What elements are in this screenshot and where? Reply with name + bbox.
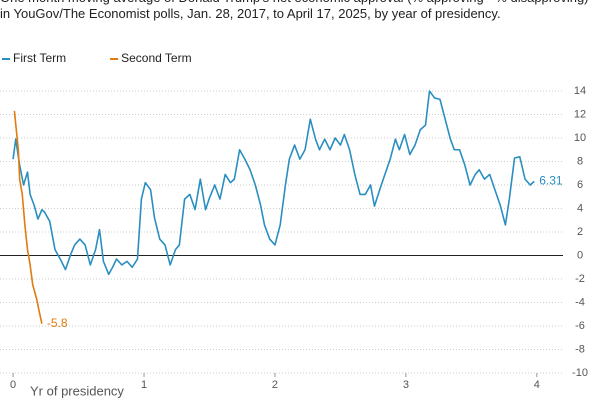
x-tick-label: 1 bbox=[141, 379, 147, 391]
y-tick-label: -2 bbox=[575, 273, 585, 285]
x-axis-label: Yr of presidency bbox=[30, 383, 124, 398]
y-tick-label: 6 bbox=[577, 179, 583, 191]
y-tick-label: 14 bbox=[574, 85, 586, 97]
y-tick-label: 12 bbox=[574, 108, 586, 120]
y-tick-label: 8 bbox=[577, 155, 583, 167]
y-tick-label: 2 bbox=[577, 226, 583, 238]
x-tick-label: 0 bbox=[10, 379, 16, 391]
y-tick-label: 4 bbox=[577, 202, 583, 214]
y-tick-label: -10 bbox=[572, 367, 588, 379]
x-tick-label: 4 bbox=[534, 379, 540, 391]
y-tick-label: -6 bbox=[575, 320, 585, 332]
y-tick-label: -8 bbox=[575, 343, 585, 355]
series-line bbox=[12, 90, 535, 276]
x-tick-label: 3 bbox=[403, 379, 409, 391]
x-tick-label: 2 bbox=[272, 379, 278, 391]
y-tick-label: 0 bbox=[577, 249, 583, 261]
legend-label: First Term bbox=[13, 51, 66, 65]
series-line bbox=[13, 110, 43, 324]
legend-label: Second Term bbox=[121, 51, 191, 65]
y-tick-label: -4 bbox=[575, 296, 585, 308]
end-label: 6.31 bbox=[539, 174, 563, 188]
subtitle: One month moving average of Donald Trump… bbox=[0, 0, 589, 21]
y-tick-label: 10 bbox=[574, 132, 586, 144]
end-label: -5.8 bbox=[47, 316, 68, 330]
